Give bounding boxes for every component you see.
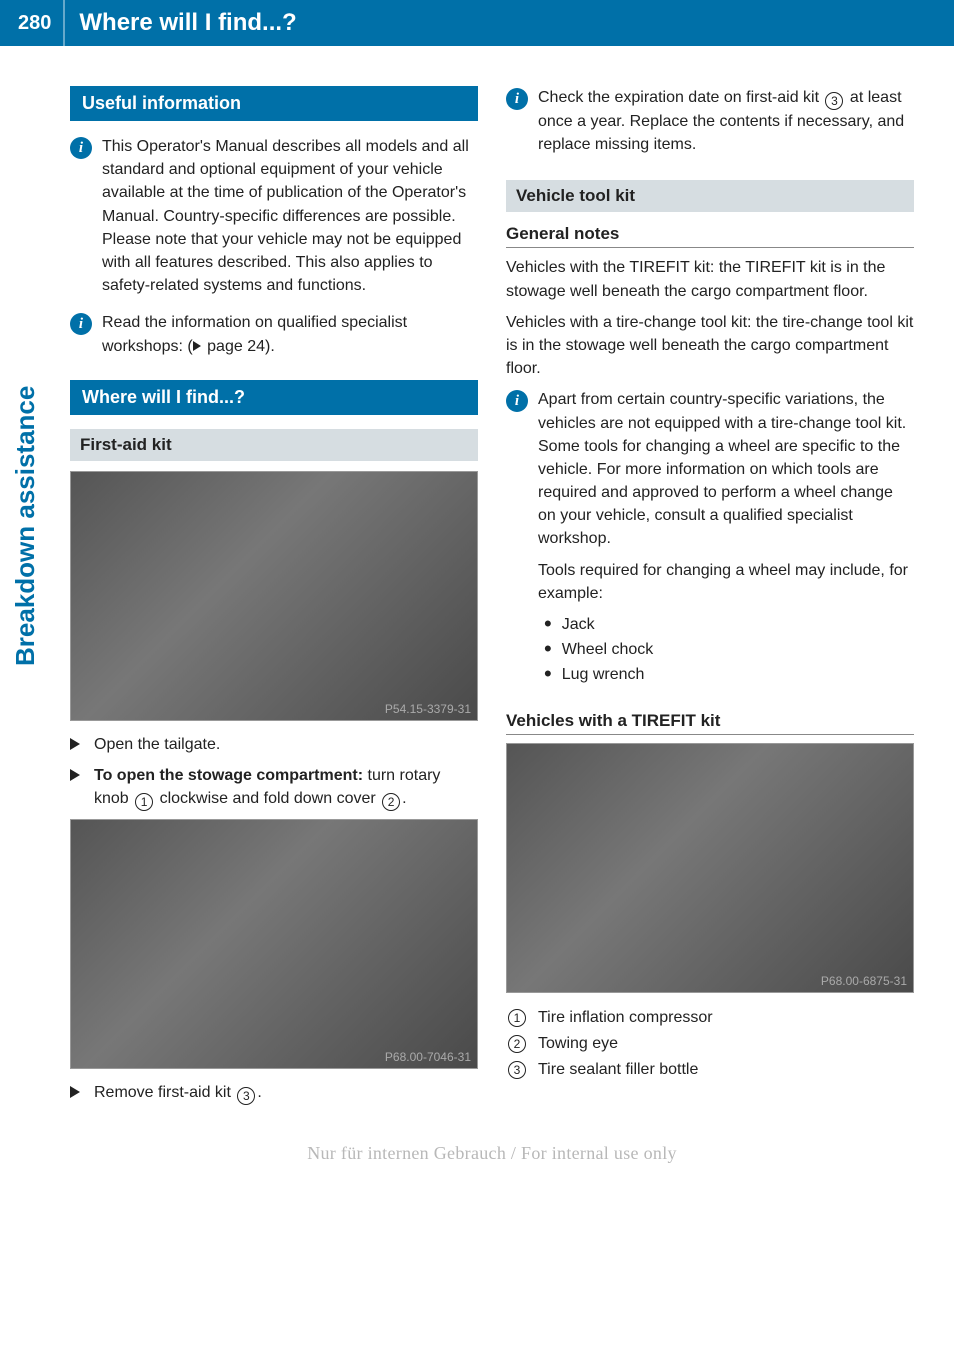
- step-arrow-icon: [70, 738, 84, 756]
- procedure-step: To open the stowage compartment: turn ro…: [70, 764, 478, 811]
- subsection-heading-tool-kit: Vehicle tool kit: [506, 180, 914, 212]
- callout-marker: 3: [508, 1061, 526, 1079]
- figure-code: P68.00-7046-31: [379, 1046, 477, 1068]
- list-item: Jack: [544, 613, 914, 638]
- left-column: Useful information i This Operator's Man…: [70, 86, 478, 1113]
- callout-marker: 2: [382, 793, 400, 811]
- text: Remove first-aid kit: [94, 1084, 235, 1101]
- text-bold: To open the stowage compartment:: [94, 767, 363, 784]
- legend-item: 1 Tire inflation compressor: [506, 1005, 914, 1031]
- callout-marker: 1: [508, 1009, 526, 1027]
- page-number: 280: [0, 12, 63, 35]
- sub-heading-general-notes: General notes: [506, 224, 914, 248]
- paragraph: Vehicles with a tire-change tool kit: th…: [506, 311, 914, 381]
- callout-marker: 3: [825, 92, 843, 110]
- callout-marker: 3: [237, 1087, 255, 1105]
- callout-marker: 2: [508, 1035, 526, 1053]
- section-heading-where-find: Where will I find...?: [70, 380, 478, 415]
- info-note: i This Operator's Manual describes all m…: [70, 135, 478, 297]
- list-item: Wheel chock: [544, 638, 914, 663]
- legend-text: Tire sealant filler bottle: [538, 1057, 698, 1083]
- text: page 24).: [203, 338, 275, 355]
- info-text: Check the expiration date on first-aid k…: [538, 86, 914, 156]
- reference-arrow-icon: [193, 341, 201, 351]
- sub-heading-tirefit: Vehicles with a TIREFIT kit: [506, 711, 914, 735]
- info-icon: i: [70, 313, 92, 335]
- text: .: [402, 790, 406, 807]
- footer-watermark: Nur für internen Gebrauch / For internal…: [70, 1143, 914, 1164]
- step-arrow-icon: [70, 1086, 84, 1105]
- paragraph: Vehicles with the TIREFIT kit: the TIREF…: [506, 256, 914, 302]
- procedure-step: Open the tailgate.: [70, 733, 478, 756]
- section-heading-useful-info: Useful information: [70, 86, 478, 121]
- figure-tirefit-kit: P68.00-6875-31: [506, 743, 914, 993]
- info-note: i Apart from certain country-specific va…: [506, 388, 914, 697]
- figure-legend: 1 Tire inflation compressor 2 Towing eye 3…: [506, 1005, 914, 1082]
- step-text: Open the tailgate.: [94, 733, 478, 756]
- callout-marker: 1: [135, 793, 153, 811]
- side-tab-label: Breakdown assistance: [10, 386, 41, 666]
- info-text: Apart from certain country-specific vari…: [538, 388, 914, 697]
- info-text: Read the information on qualified specia…: [102, 311, 478, 357]
- info-icon: i: [506, 390, 528, 412]
- page-header: 280 Where will I find...?: [0, 0, 954, 46]
- figure-code: P68.00-6875-31: [815, 970, 913, 992]
- right-column: i Check the expiration date on first-aid…: [506, 86, 914, 1113]
- header-title: Where will I find...?: [63, 0, 296, 46]
- step-text: To open the stowage compartment: turn ro…: [94, 764, 478, 811]
- content-columns: Useful information i This Operator's Man…: [70, 86, 914, 1113]
- legend-item: 3 Tire sealant filler bottle: [506, 1057, 914, 1083]
- info-note: i Read the information on qualified spec…: [70, 311, 478, 357]
- legend-item: 2 Towing eye: [506, 1031, 914, 1057]
- figure-code: P54.15-3379-31: [379, 698, 477, 720]
- info-icon: i: [70, 137, 92, 159]
- text: Check the expiration date on first-aid k…: [538, 89, 823, 106]
- text: .: [257, 1084, 261, 1101]
- info-note: i Check the expiration date on first-aid…: [506, 86, 914, 156]
- subsection-heading-first-aid: First-aid kit: [70, 429, 478, 461]
- paragraph: Apart from certain country-specific vari…: [538, 388, 914, 550]
- step-arrow-icon: [70, 769, 84, 811]
- page-body: Breakdown assistance Useful information …: [0, 46, 954, 1202]
- figure-first-aid-stowage: P54.15-3379-31: [70, 471, 478, 721]
- list-item: Lug wrench: [544, 663, 914, 688]
- legend-text: Tire inflation compressor: [538, 1005, 713, 1031]
- step-text: Remove first-aid kit 3.: [94, 1081, 478, 1105]
- tools-list: Jack Wheel chock Lug wrench: [544, 613, 914, 687]
- procedure-step: Remove first-aid kit 3.: [70, 1081, 478, 1105]
- text: clockwise and fold down cover: [155, 790, 380, 807]
- paragraph: Tools required for changing a wheel may …: [538, 559, 914, 605]
- figure-first-aid-remove: P68.00-7046-31: [70, 819, 478, 1069]
- legend-text: Towing eye: [538, 1031, 618, 1057]
- info-icon: i: [506, 88, 528, 110]
- info-text: This Operator's Manual describes all mod…: [102, 135, 478, 297]
